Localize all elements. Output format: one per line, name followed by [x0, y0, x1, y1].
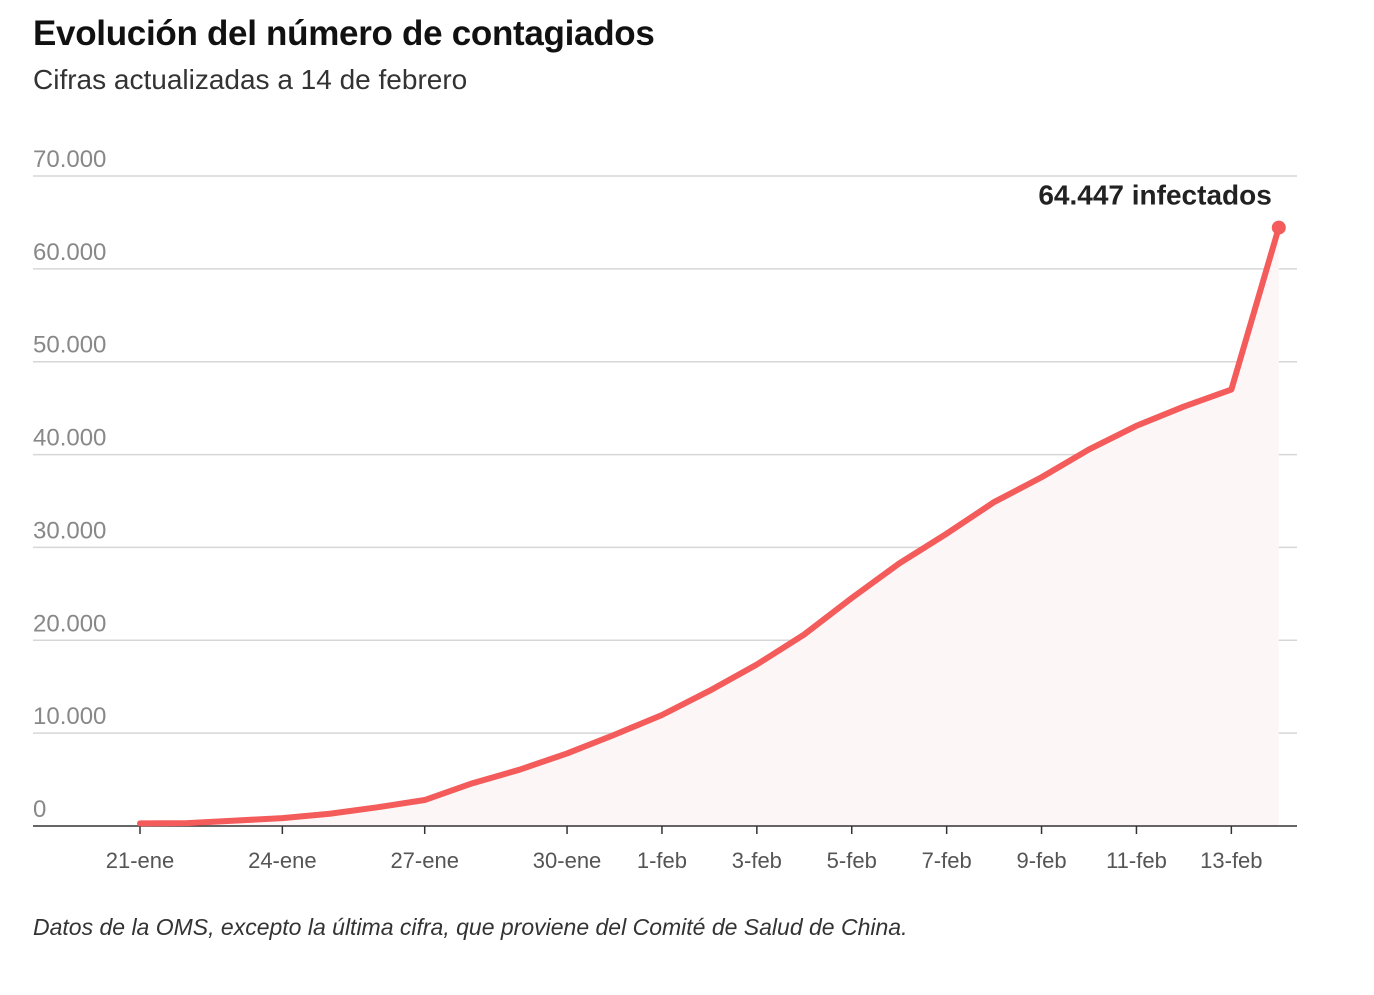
x-tick-label: 5-feb: [827, 848, 877, 873]
x-tick-label: 3-feb: [732, 848, 782, 873]
y-tick-label: 30.000: [33, 517, 106, 544]
x-tick-label: 24-ene: [248, 848, 317, 873]
y-tick-label: 50.000: [33, 332, 106, 359]
annotation-point: [1271, 220, 1286, 235]
y-tick-label: 70.000: [33, 146, 106, 173]
series-line: [137, 224, 1282, 827]
x-tick-label: 9-feb: [1016, 848, 1066, 873]
chart-title: Evolución del número de contagiados: [33, 14, 655, 53]
annotation-label: 64.447 infectados: [1038, 180, 1271, 211]
line-chart: 0 10.000 20.000 30.000 40.000 50.000 60.000 70.…: [33, 146, 1297, 873]
y-tick-label: 10.000: [33, 703, 106, 730]
chart-subtitle: Cifras actualizadas a 14 de febrero: [33, 64, 468, 95]
y-tick-label: 40.000: [33, 425, 106, 452]
x-tick-label: 1-feb: [637, 848, 687, 873]
x-tick-label: 21-ene: [106, 848, 175, 873]
x-tick-label: 13-feb: [1200, 848, 1262, 873]
area-fill: [140, 227, 1279, 826]
y-tick-label: 20.000: [33, 610, 106, 637]
source-note: Datos de la OMS, excepto la última cifra…: [33, 914, 908, 940]
y-tick-label: 0: [33, 796, 46, 823]
x-tick-label: 7-feb: [922, 848, 972, 873]
y-tick-label: 60.000: [33, 239, 106, 266]
x-tick-label: 27-ene: [390, 848, 459, 873]
x-tick-label: 30-ene: [533, 848, 602, 873]
x-tick-label: 11-feb: [1106, 848, 1167, 873]
